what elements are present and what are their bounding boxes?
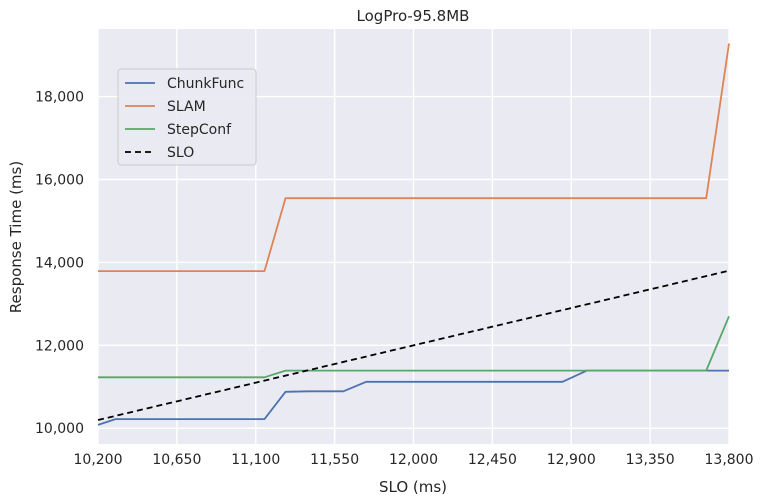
- x-tick-label: 12,000: [389, 452, 438, 468]
- chart-title: LogPro-95.8MB: [357, 7, 470, 25]
- series-line-chunkfunc: [97, 369, 729, 426]
- y-tick-label: 12,000: [35, 338, 84, 354]
- x-tick-label: 10,200: [74, 452, 123, 468]
- x-tick-label: 11,550: [310, 452, 359, 468]
- series-line-slo: [97, 269, 730, 421]
- legend-box: [117, 68, 257, 166]
- x-axis-ticks: 10,200 10,650 11,100 11,550 12,000 12,450 12,9…: [74, 452, 754, 468]
- y-axis-ticks: 10,000 12,000 14,000 16,000 18,000: [35, 90, 84, 438]
- x-tick-label: 12,900: [547, 452, 596, 468]
- series-layer: [97, 43, 730, 426]
- series-line-slam: [98, 43, 730, 273]
- legend-label: SLAM: [167, 99, 206, 115]
- x-tick-label: 13,800: [705, 452, 754, 468]
- x-tick-label: 11,100: [231, 452, 280, 468]
- legend-label: SLO: [167, 145, 194, 161]
- x-axis-label: SLO (ms): [379, 478, 447, 496]
- y-tick-label: 14,000: [35, 255, 84, 271]
- y-tick-label: 16,000: [35, 172, 84, 188]
- series-line-stepconf: [98, 315, 730, 379]
- legend-label: StepConf: [167, 122, 232, 138]
- y-tick-label: 10,000: [35, 421, 84, 437]
- y-axis-label: Response Time (ms): [7, 161, 25, 313]
- legend: ChunkFunc SLAM StepConf SLO: [117, 68, 257, 166]
- x-tick-label: 12,450: [468, 452, 517, 468]
- x-tick-label: 13,350: [626, 452, 675, 468]
- legend-label: ChunkFunc: [167, 76, 244, 92]
- x-tick-label: 10,650: [152, 452, 201, 468]
- y-tick-label: 18,000: [35, 90, 84, 106]
